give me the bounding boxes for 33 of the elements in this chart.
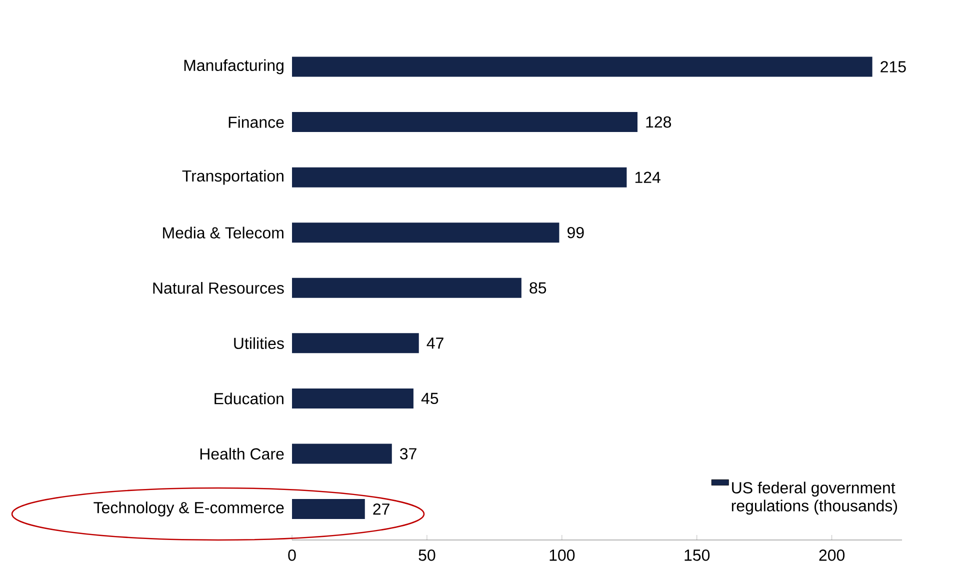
bar — [292, 333, 419, 354]
y-tick-label: Utilities — [234, 337, 284, 350]
data-label: 27 — [373, 503, 390, 515]
x-tick-label: 0 — [288, 550, 296, 561]
data-label: 45 — [421, 392, 438, 404]
x-tick-label: 150 — [684, 550, 710, 561]
bar — [292, 499, 365, 520]
x-tick-label: 200 — [819, 550, 845, 561]
bar — [292, 167, 627, 188]
bar — [292, 112, 638, 132]
x-tick-label: 100 — [550, 550, 575, 561]
data-label: 215 — [880, 61, 906, 72]
bar — [292, 56, 872, 77]
y-tick-label: Health Care — [200, 448, 284, 460]
y-tick-label: Education — [214, 392, 284, 404]
y-tick-label: Natural Resources — [153, 282, 284, 294]
y-tick-label: Media & Telecom — [163, 226, 284, 238]
data-label: 128 — [646, 116, 672, 128]
data-label: 47 — [426, 338, 444, 349]
x-tick-label: 50 — [418, 550, 436, 561]
bar — [292, 444, 392, 464]
data-label: 124 — [635, 172, 660, 183]
bar — [292, 278, 522, 298]
data-label: 85 — [530, 282, 546, 294]
bar — [292, 388, 414, 408]
y-tick-label: Finance — [228, 116, 284, 128]
legend-label: US federal government regulations (thousands) — [732, 482, 898, 515]
y-tick-label: Manufacturing — [184, 59, 284, 74]
bar — [292, 222, 560, 243]
data-label: 37 — [400, 448, 416, 460]
y-tick-label: Transportation — [182, 170, 284, 185]
y-tick-label: Technology & E-commerce — [94, 502, 284, 516]
data-label: 99 — [568, 226, 584, 238]
